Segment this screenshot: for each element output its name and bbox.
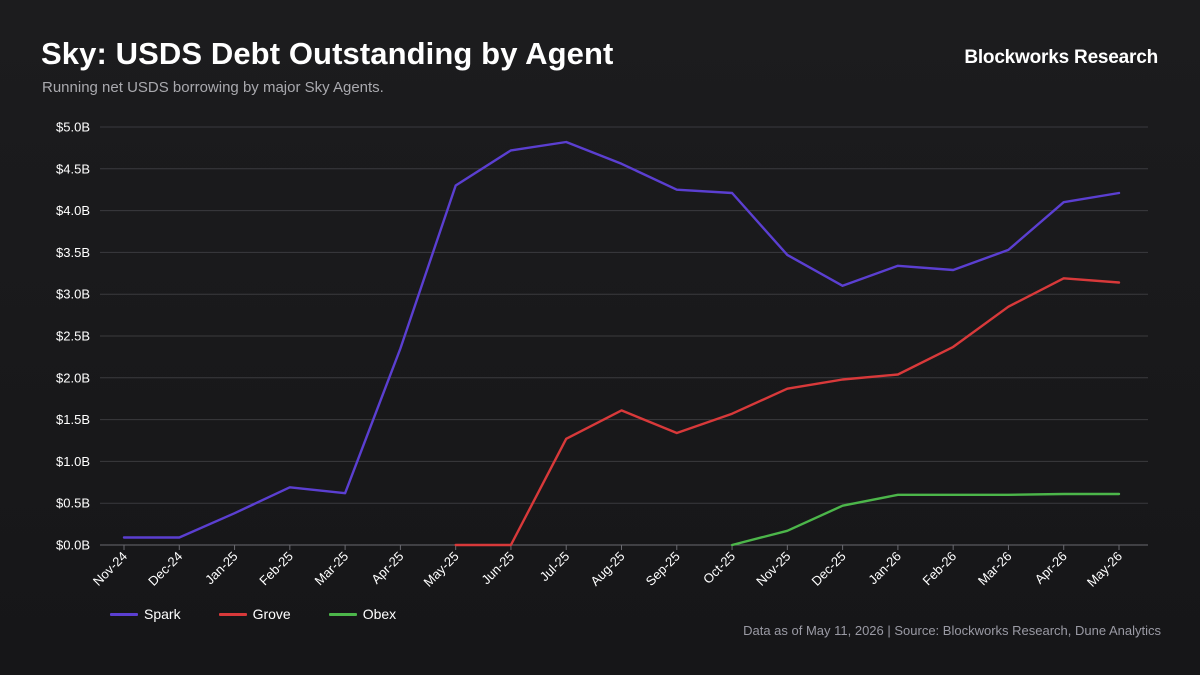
legend-swatch-grove xyxy=(218,612,247,616)
chart-title: Sky: USDS Debt Outstanding by Agent xyxy=(41,36,614,71)
x-axis-ticks: Nov-24 Dec-24 Jan-25 Feb-25 Mar-25 Apr-25 May-… xyxy=(90,545,1125,590)
x-tick-label: Apr-26 xyxy=(1032,549,1070,587)
chart-subtitle: Running net USDS borrowing by major Sky … xyxy=(42,79,384,96)
x-tick-label: Jun-25 xyxy=(478,549,517,588)
y-tick-label: $0.5B xyxy=(56,496,90,511)
legend-swatch-obex xyxy=(328,612,357,616)
x-tick-label: Mar-26 xyxy=(975,549,1015,589)
legend-swatch-spark xyxy=(110,612,138,616)
y-tick-label: $3.5B xyxy=(56,245,90,260)
series-line-grove xyxy=(454,277,1121,547)
y-tick-label: $4.5B xyxy=(56,161,90,176)
legend-item-spark[interactable]: Spark xyxy=(110,606,181,622)
series-line-obex xyxy=(730,492,1121,547)
x-tick-label: Jan-25 xyxy=(202,549,241,588)
y-axis-ticks: $0.0B $0.5B $1.0B $1.5B $2.0B $2.5B $3.0B $3.5B… xyxy=(56,120,90,553)
x-tick-label: May-26 xyxy=(1084,549,1125,590)
legend: Spark Grove Obex xyxy=(110,606,434,622)
y-tick-label: $1.5B xyxy=(56,412,90,427)
y-tick-label: $5.0B xyxy=(56,120,90,135)
x-tick-label: Nov-24 xyxy=(90,549,130,589)
y-tick-label: $2.0B xyxy=(56,370,90,385)
x-tick-label: Dec-25 xyxy=(808,549,848,589)
x-tick-label: Feb-25 xyxy=(256,549,296,589)
y-tick-label: $3.0B xyxy=(56,287,90,302)
x-tick-label: Nov-25 xyxy=(753,549,793,589)
x-tick-label: May-25 xyxy=(421,549,462,590)
x-tick-label: Apr-25 xyxy=(368,549,406,587)
y-tick-label: $0.0B xyxy=(56,538,90,553)
legend-label-obex: Obex xyxy=(362,606,397,622)
legend-label-spark: Spark xyxy=(144,606,181,622)
source-note: Data as of May 11, 2026 | Source: Blockw… xyxy=(743,623,1161,638)
series-line-spark xyxy=(122,140,1121,539)
line-chart: $0.0B $0.5B $1.0B $1.5B $2.0B $2.5B $3.0B $3.5B… xyxy=(56,120,1148,590)
x-tick-label: Oct-25 xyxy=(700,549,738,587)
x-tick-label: Aug-25 xyxy=(587,549,627,589)
x-tick-label: Mar-25 xyxy=(312,549,352,589)
x-tick-label: Sep-25 xyxy=(643,549,683,589)
grid-layer xyxy=(100,126,1148,546)
legend-label-grove: Grove xyxy=(252,606,291,622)
y-tick-label: $2.5B xyxy=(56,329,90,344)
legend-item-obex[interactable]: Obex xyxy=(328,606,397,622)
x-tick-label: Feb-26 xyxy=(920,549,960,589)
y-tick-label: $1.0B xyxy=(56,454,90,469)
x-tick-label: Jul-25 xyxy=(537,549,573,585)
x-tick-label: Dec-24 xyxy=(145,549,185,589)
brand-logo: Blockworks Research xyxy=(964,47,1158,68)
y-tick-label: $4.0B xyxy=(56,203,90,218)
x-tick-label: Jan-26 xyxy=(865,549,904,588)
legend-item-grove[interactable]: Grove xyxy=(218,606,291,622)
series-layer xyxy=(122,140,1121,547)
